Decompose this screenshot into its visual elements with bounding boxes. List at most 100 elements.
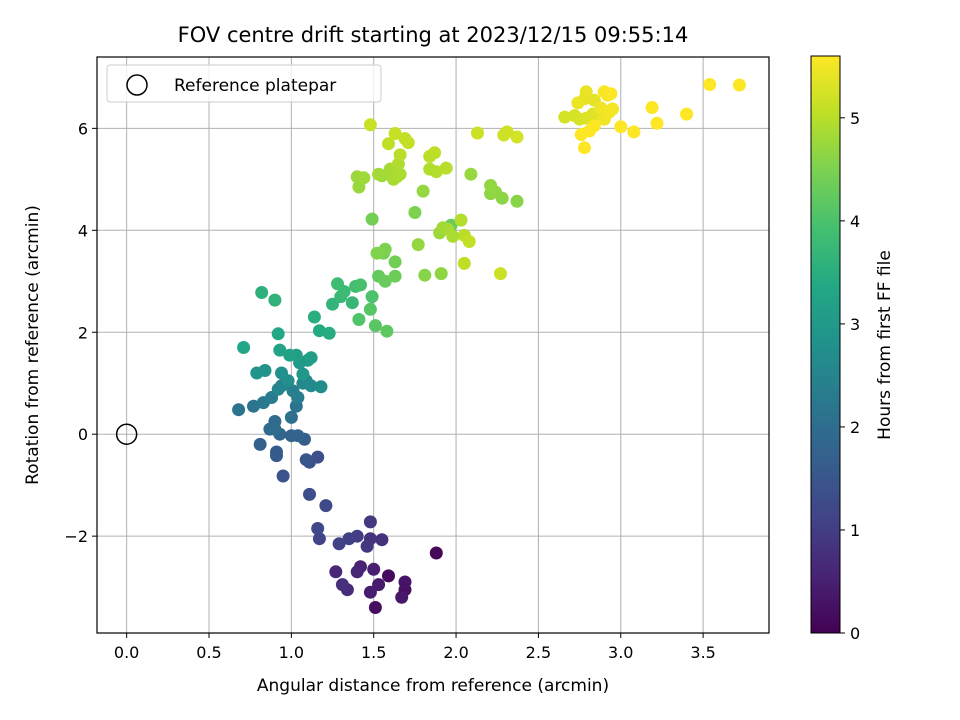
data-point	[703, 78, 717, 91]
data-point	[645, 101, 659, 114]
data-point	[368, 319, 382, 333]
data-point	[360, 539, 374, 553]
data-point	[388, 255, 402, 269]
data-point	[314, 380, 328, 394]
colorbar-tick-label: 2	[850, 418, 860, 437]
data-point	[299, 453, 313, 467]
data-point	[372, 578, 386, 592]
data-point	[393, 167, 407, 181]
data-point	[494, 267, 507, 281]
data-point	[606, 102, 619, 116]
data-point	[322, 326, 336, 340]
data-point	[232, 403, 246, 417]
data-point	[428, 146, 442, 160]
data-point	[579, 85, 593, 99]
chart-title: FOV centre drift starting at 2023/12/15 …	[178, 23, 689, 47]
data-point	[275, 366, 288, 380]
data-point	[311, 522, 325, 535]
data-point	[363, 515, 377, 529]
colorbar-label: Hours from first FF file	[875, 250, 895, 440]
data-point	[401, 136, 415, 150]
data-point	[587, 119, 601, 133]
data-point	[439, 161, 453, 175]
data-point	[604, 87, 618, 101]
data-point	[312, 532, 326, 546]
x-tick-label: 2.0	[443, 643, 468, 662]
y-tick-label: 2	[78, 323, 88, 342]
data-point	[335, 578, 349, 592]
data-point	[382, 137, 395, 151]
data-point	[382, 569, 395, 583]
data-points	[232, 78, 746, 614]
data-point	[464, 167, 478, 181]
data-point	[395, 590, 409, 604]
data-point	[329, 565, 343, 579]
grid-lines	[97, 57, 769, 633]
colorbar-tick-label: 0	[850, 624, 860, 643]
y-axis-label: Rotation from reference (arcmin)	[23, 205, 43, 485]
data-point	[388, 127, 402, 140]
data-point	[500, 125, 514, 139]
data-point	[510, 130, 524, 144]
data-point	[650, 116, 664, 130]
data-point	[457, 256, 471, 270]
data-point	[255, 286, 269, 299]
data-point	[372, 167, 386, 181]
x-tick-label: 1.0	[279, 643, 304, 662]
data-point	[271, 327, 285, 341]
colorbar: 0 1 2 3 4 5 Hours from first FF file	[810, 55, 895, 643]
data-point	[319, 499, 333, 513]
data-point	[307, 310, 321, 324]
data-point	[434, 267, 448, 281]
data-point	[352, 313, 366, 326]
data-point	[276, 469, 290, 483]
data-point	[268, 422, 282, 436]
data-point	[286, 384, 300, 398]
data-point	[380, 324, 394, 338]
legend-label: Reference platepar	[174, 76, 336, 96]
x-tick-label: 0.5	[196, 643, 221, 662]
data-point	[363, 118, 377, 132]
legend-marker	[126, 74, 148, 96]
x-tick-label: 1.5	[361, 643, 386, 662]
data-point	[291, 429, 305, 443]
y-tick-label: 0	[78, 425, 88, 444]
data-point	[331, 277, 344, 291]
x-tick-label: 3.0	[608, 643, 633, 662]
colorbar-tick-label: 3	[850, 315, 860, 334]
x-tick-label: 0.0	[114, 643, 139, 662]
data-point	[416, 184, 430, 198]
data-point	[367, 562, 381, 576]
data-point	[411, 238, 425, 252]
legend: Reference platepar	[106, 64, 382, 103]
data-point	[418, 268, 432, 282]
legend-box	[106, 64, 382, 103]
x-tick-label: 3.5	[690, 643, 715, 662]
data-point	[680, 107, 694, 121]
data-point	[357, 171, 371, 185]
data-point	[271, 382, 285, 396]
data-point	[398, 575, 412, 589]
data-point	[363, 302, 377, 316]
colorbar-gradient	[810, 55, 841, 634]
data-point	[388, 269, 402, 283]
data-point	[345, 296, 359, 310]
data-point	[247, 399, 260, 413]
data-point	[370, 246, 384, 260]
y-tick-label: 4	[78, 221, 88, 240]
data-point	[284, 410, 298, 424]
colorbar-tick-label: 4	[850, 212, 860, 231]
data-point	[304, 351, 318, 365]
reference-platepar-marker	[115, 423, 138, 445]
data-point	[732, 78, 746, 92]
y-axis-ticks: −2 0 2 4 6	[64, 119, 97, 546]
data-point	[558, 110, 572, 124]
data-point	[471, 126, 484, 140]
data-point	[627, 125, 641, 139]
data-point	[408, 206, 422, 219]
data-point	[614, 120, 628, 134]
data-point	[378, 274, 392, 288]
colorbar-tick-label: 1	[850, 521, 860, 540]
x-axis-label: Angular distance from reference (arcmin)	[257, 676, 609, 696]
y-tick-label: −2	[64, 527, 88, 546]
